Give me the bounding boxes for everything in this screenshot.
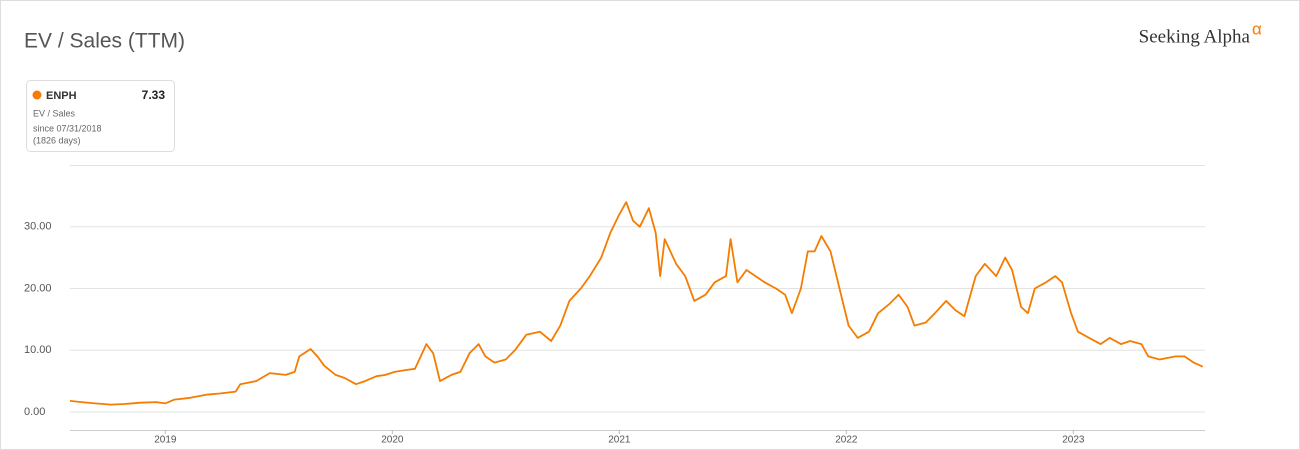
brand: Seeking Alpha	[1139, 26, 1251, 47]
legend-days: (1826 days)	[33, 135, 81, 145]
legend-box	[26, 80, 175, 152]
brand-mark: α	[1252, 19, 1262, 38]
x-tick-label: 2019	[154, 435, 177, 446]
legend-dot	[32, 90, 42, 100]
x-tick-label: 2021	[608, 435, 631, 446]
legend-metric: EV / Sales	[33, 108, 76, 118]
legend-since: since 07/31/2018	[33, 123, 102, 133]
chart-title: EV / Sales (TTM)	[24, 30, 185, 53]
y-tick-label: 20.00	[24, 282, 52, 294]
x-tick-label: 2022	[835, 435, 858, 446]
legend-ticker: ENPH	[46, 90, 77, 102]
series-line	[69, 201, 1204, 406]
y-tick-label: 10.00	[24, 344, 52, 356]
x-tick-label: 2020	[381, 435, 404, 446]
y-tick-label: 30.00	[24, 221, 52, 233]
x-tick-label: 2023	[1062, 435, 1085, 446]
y-tick-label: 0.00	[24, 406, 45, 418]
legend-value: 7.33	[142, 88, 166, 102]
